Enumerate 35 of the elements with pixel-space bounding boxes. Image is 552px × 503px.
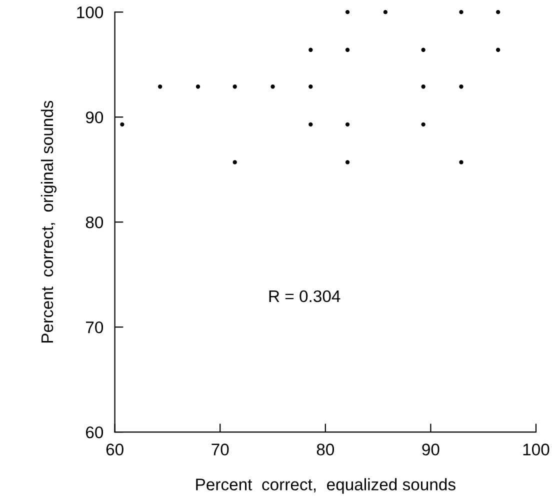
y-tick-label: 60 [86,426,104,438]
point [270,84,275,89]
x-tick-label: 100 [523,444,550,456]
point [383,10,388,14]
x-tick-label: 60 [106,444,124,456]
point [308,48,313,52]
y-tick-label: 90 [86,111,104,124]
point [421,48,426,52]
y-axis-title: Percent correct, original sounds [40,100,56,343]
point [459,160,464,164]
x-axis-title: Percent correct, equalized sounds [196,478,456,494]
point [345,160,350,164]
point [158,84,162,89]
point [345,122,350,127]
y-tick-label: 80 [86,216,104,228]
point [308,122,313,127]
point [459,10,464,14]
y-tick-label: 100 [77,6,104,18]
point [120,122,124,127]
point [232,84,237,89]
x-tick-label: 70 [212,444,229,456]
x-tick-label: 90 [422,444,440,456]
point [421,84,426,89]
y-tick-label: 70 [86,321,104,334]
point [421,122,426,127]
point [308,84,313,89]
x-tick-label: 80 [316,444,334,456]
point [496,48,500,52]
point [196,84,200,89]
point [459,84,464,89]
point [232,160,237,164]
point [345,10,350,14]
point [496,10,500,14]
annotation: R = 0.304 [269,290,340,302]
point [345,48,350,52]
